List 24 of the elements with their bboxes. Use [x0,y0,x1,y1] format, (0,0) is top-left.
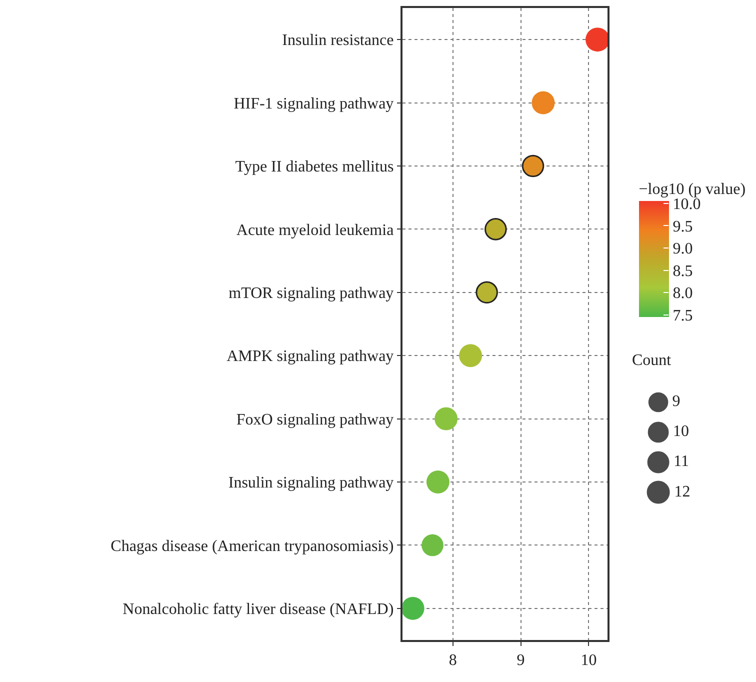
legend-label: 11 [674,453,690,470]
color-bar-label: 8.5 [672,262,693,280]
x-tick-label: 9 [516,652,525,669]
y-tick-label: AMPK signaling pathway [226,348,394,366]
y-tick-label: FoxO signaling pathway [236,411,394,428]
x-tick-label: 8 [448,652,457,669]
y-tick-label: Acute myeloid leukemia [236,222,394,239]
y-tick-label: Nonalcoholic fatty liver disease (NAFLD) [122,601,394,618]
x-tick-label: 10 [580,652,597,669]
legend-label: 10 [672,423,689,440]
y-tick-label: HIF-1 signaling pathway [234,95,394,112]
legend-label: 9 [672,393,680,410]
color-bar-label: 7.5 [672,308,693,325]
legend-label: 12 [674,483,690,500]
color-bar-label: 8.0 [672,285,693,302]
y-tick-label: Insulin resistance [282,32,394,50]
y-tick-label: Chagas disease (American trypanosomiasis) [110,538,394,555]
color-bar-title: −log10 (p value) [638,181,746,198]
color-bar-label: 9.5 [672,218,693,236]
color-bar-label: 9.0 [672,240,693,258]
y-tick-label: Type II diabetes mellitus [235,158,394,176]
legend-title: Count [632,352,672,369]
y-tick-label: mTOR signaling pathway [228,285,394,302]
y-tick-label: Insulin signaling pathway [228,474,394,492]
